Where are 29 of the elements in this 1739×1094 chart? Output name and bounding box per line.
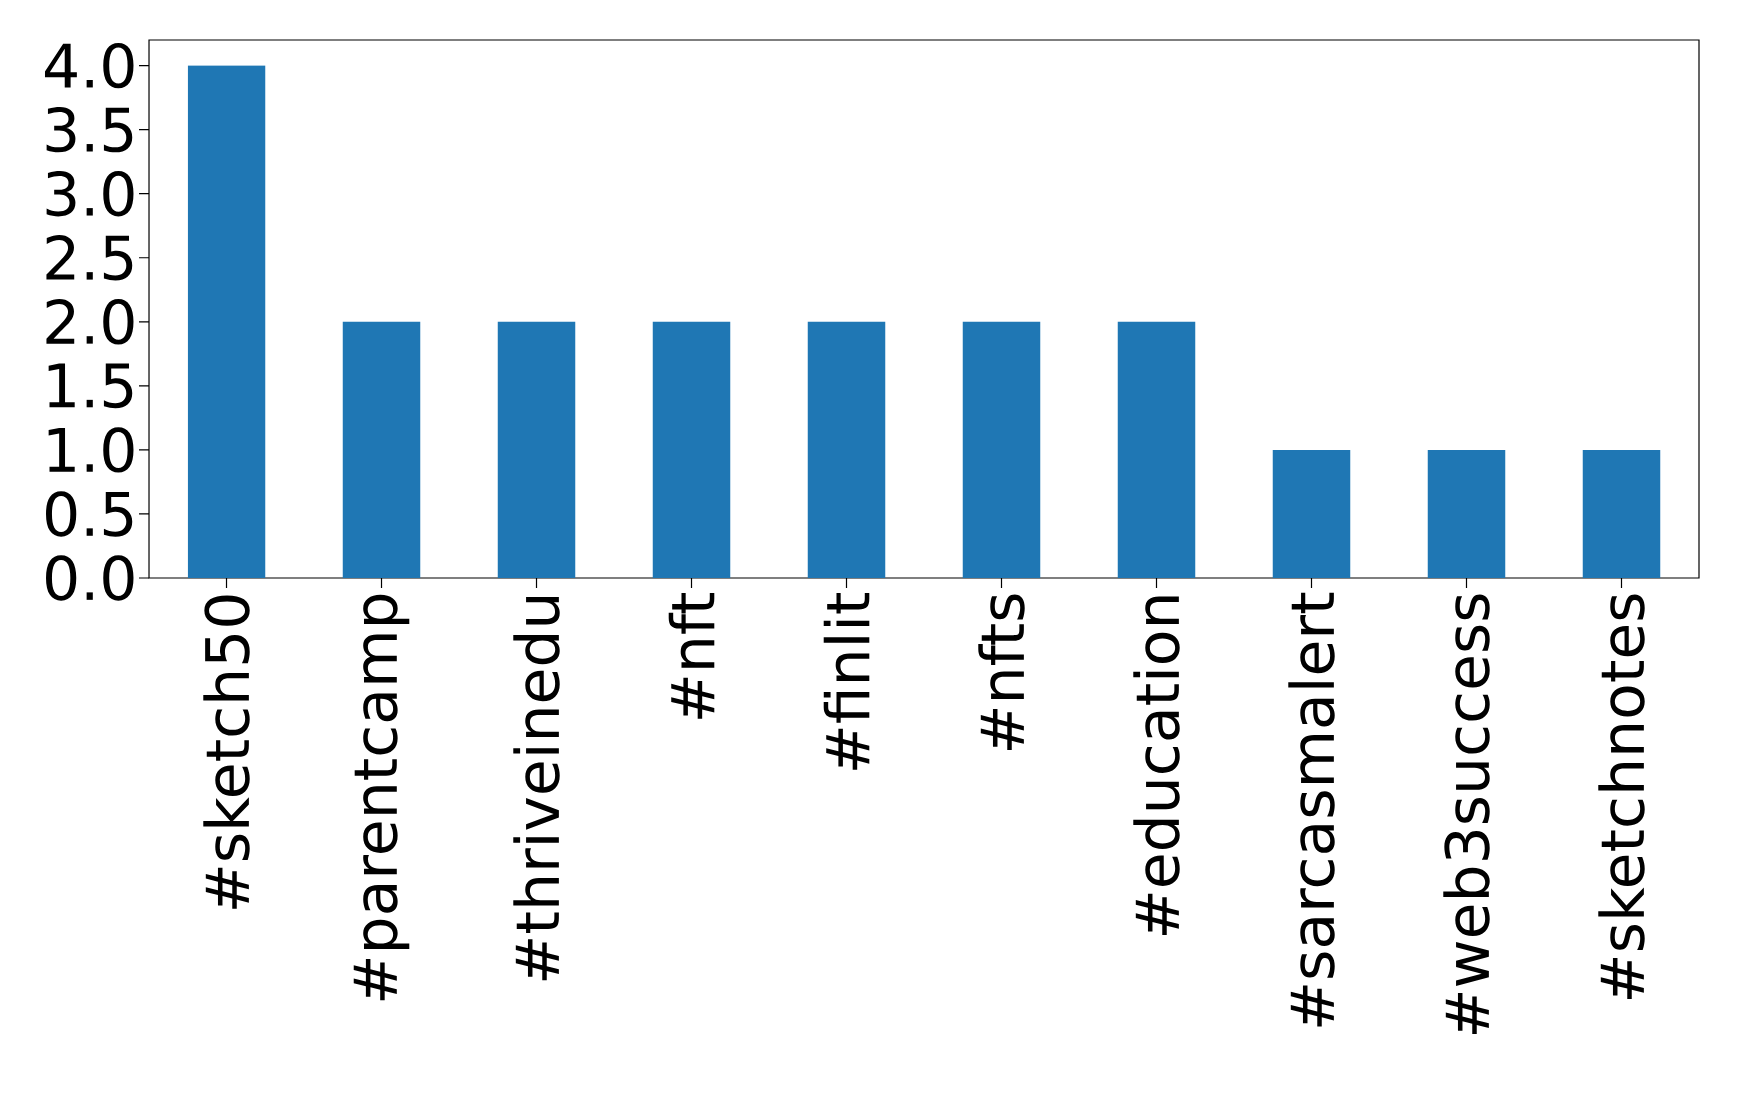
y-tick-label: 3.5 (46, 106, 133, 153)
x-tick-label: #sketchnotes (1598, 594, 1645, 999)
x-tick-label: #web3success (1443, 594, 1490, 1035)
x-tick-label: #nfts (978, 594, 1025, 751)
bar (1582, 449, 1661, 578)
bar (342, 321, 421, 578)
bar (1427, 449, 1506, 578)
bar (962, 321, 1041, 578)
y-tick-label: 3.0 (46, 171, 134, 217)
x-tick-label: #sketch50 (203, 595, 250, 909)
y-tick-label: 2.0 (46, 299, 134, 345)
y-tick-label: 4.0 (44, 42, 134, 89)
y-tick-label: 1.0 (48, 427, 134, 473)
y-tick-label: 2.5 (46, 235, 133, 281)
x-tick-label: #education (1133, 596, 1180, 935)
x-tick-label: #sarcasmalert (1288, 592, 1335, 1027)
y-tick-label: 0.0 (46, 555, 134, 601)
x-tick-label: #finlit (823, 592, 870, 770)
bar (1117, 321, 1196, 578)
x-tick-label: #nft (668, 592, 715, 719)
x-tick-label: #thriveinedu (513, 596, 560, 981)
x-tick-label: #parentcamp (353, 594, 410, 1001)
bar (1272, 449, 1351, 578)
bar (497, 321, 576, 578)
y-tick-label: 0.5 (46, 491, 133, 537)
bar (187, 65, 266, 578)
bar (807, 321, 886, 578)
y-tick-label: 1.5 (48, 363, 133, 409)
bar (652, 321, 731, 578)
